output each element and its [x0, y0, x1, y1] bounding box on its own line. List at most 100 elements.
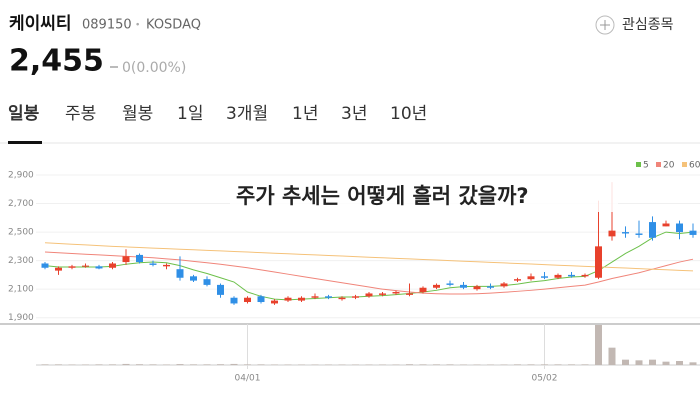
volume-bar — [365, 364, 373, 365]
volume-bar — [55, 364, 62, 365]
candle-body — [622, 232, 629, 234]
volume-bar — [608, 347, 616, 365]
volume-bar — [311, 364, 319, 365]
tab[interactable]: 10년 — [390, 104, 427, 124]
candle-body — [365, 293, 373, 297]
candle-body — [244, 297, 251, 303]
volume-bar — [514, 364, 521, 365]
volume-bar — [257, 364, 265, 365]
volume-bar — [149, 364, 157, 365]
candle-body — [608, 230, 616, 237]
volume-bar — [433, 364, 440, 365]
tabs: 일봉 주봉 월봉 1일 3개월 1년 3년 10년 — [8, 104, 427, 124]
volume-bar — [109, 364, 116, 365]
candle-body — [338, 297, 346, 300]
candle-body — [392, 292, 400, 294]
volume-bar — [473, 364, 481, 365]
watch-icon[interactable] — [595, 15, 615, 35]
stock-code: 089150 — [82, 18, 132, 33]
candle-body — [460, 284, 467, 288]
volume-bar — [352, 364, 359, 365]
change: 0(0.00%) — [122, 60, 186, 76]
candle-body — [581, 274, 589, 277]
volume-bar — [460, 364, 467, 365]
volume-bar — [649, 359, 656, 365]
candle-body — [271, 300, 278, 304]
volume-bar — [568, 364, 575, 365]
legend-swatch — [682, 162, 687, 167]
candle-body — [55, 267, 62, 271]
volume-bar — [541, 364, 548, 365]
x-tick-label: 04/01 — [235, 374, 261, 384]
candle-body — [554, 274, 562, 278]
annotation-bg — [230, 180, 618, 212]
watch-plus[interactable] — [600, 20, 610, 30]
tab[interactable]: 주봉 — [65, 104, 96, 124]
legend-label: 5 — [643, 161, 649, 171]
volume-bar — [689, 362, 697, 365]
volume-bar — [284, 364, 292, 365]
volume-bar — [406, 364, 413, 365]
legend-swatch — [636, 162, 641, 167]
candle-body — [230, 297, 238, 304]
volume-bar — [487, 364, 494, 365]
volume-bar — [190, 364, 197, 365]
volume-bar — [122, 363, 130, 365]
volume-bar — [622, 359, 629, 365]
tab[interactable]: 1년 — [292, 104, 318, 124]
candle-body — [136, 254, 143, 263]
candle-body — [41, 263, 49, 268]
candle-body — [676, 223, 683, 233]
candle-body — [311, 296, 319, 298]
price: 2,455 — [9, 44, 104, 79]
volume-bar — [298, 364, 305, 365]
candle-body — [352, 296, 359, 298]
watch-button[interactable]: 관심종목 — [622, 17, 674, 33]
volume-bar — [419, 364, 427, 365]
volume-bar — [136, 364, 143, 365]
candle-body — [500, 283, 508, 287]
y-tick-label: 2,700 — [8, 199, 34, 209]
candle-body — [257, 296, 265, 303]
tab[interactable]: 3년 — [341, 104, 367, 124]
volume-bar — [581, 364, 589, 365]
volume-bar — [271, 364, 278, 365]
tab[interactable]: 월봉 — [122, 104, 153, 124]
volume-bar — [500, 364, 508, 365]
candle-body — [419, 287, 427, 293]
tab[interactable]: 일봉 — [8, 104, 40, 124]
candle-body — [473, 286, 481, 290]
separator: • — [135, 21, 140, 31]
candle-body — [379, 293, 386, 295]
candle-body — [595, 246, 602, 278]
candle-body — [635, 233, 643, 235]
candle-body — [662, 223, 670, 227]
candle-body — [217, 284, 224, 295]
chart: 1,900 2,100 2,300 2,500 2,700 2,900 04/01 05/02… — [0, 161, 700, 384]
volume-bar — [595, 325, 602, 365]
candle-body — [163, 264, 170, 267]
volume-bar — [554, 364, 562, 365]
volume-bar — [163, 364, 170, 365]
candle-body — [284, 297, 292, 301]
volume-bar — [338, 364, 346, 365]
candle-body — [95, 266, 103, 269]
candle-body — [541, 276, 548, 278]
candle-body — [122, 256, 130, 263]
candle-body — [82, 265, 89, 267]
volume-bar — [325, 364, 332, 365]
candle-body — [689, 230, 697, 235]
volume-bar — [392, 364, 400, 365]
candle-body — [298, 297, 305, 301]
volume-bar — [68, 364, 76, 365]
candle-body — [149, 263, 157, 265]
candle-body — [109, 263, 116, 268]
volume-bar — [635, 360, 643, 365]
tab[interactable]: 3개월 — [226, 104, 268, 124]
candle-body — [568, 274, 575, 277]
candle-body — [176, 269, 184, 278]
candle-body — [514, 279, 521, 281]
tab[interactable]: 1일 — [177, 104, 203, 124]
legend-label: 60 — [689, 161, 700, 171]
candle-body — [433, 284, 440, 288]
